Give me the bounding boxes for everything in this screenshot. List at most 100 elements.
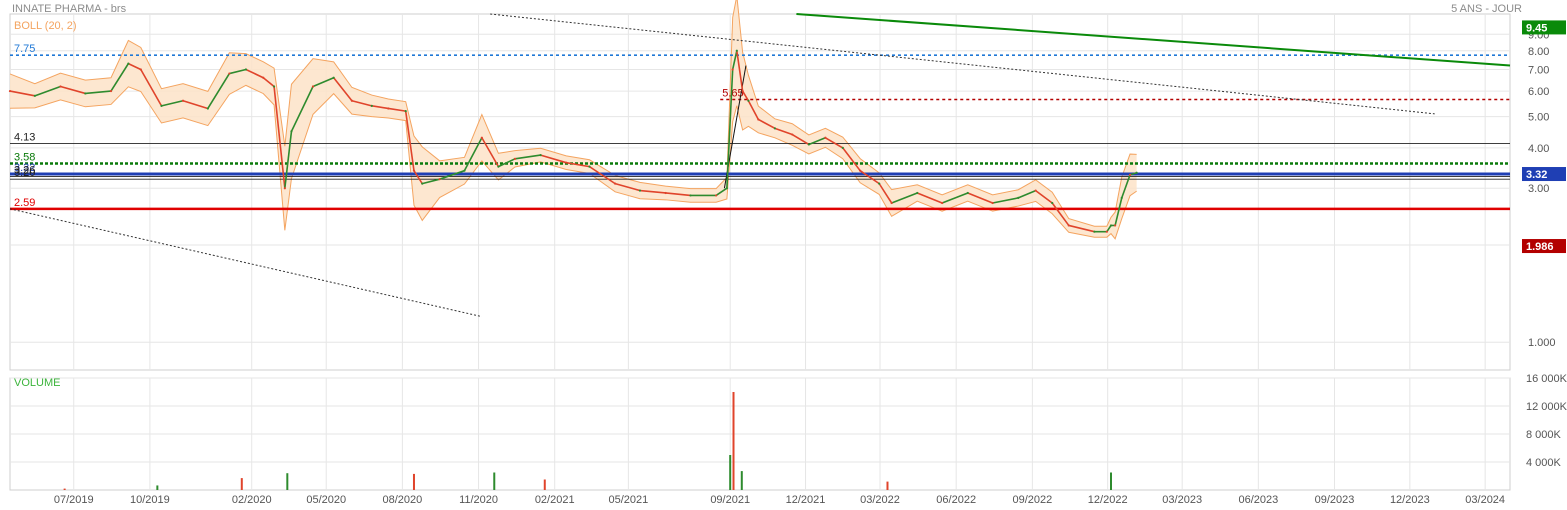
price-point [244, 68, 248, 71]
price-point [588, 165, 591, 168]
x-tick-label: 03/2024 [1465, 494, 1505, 506]
price-point [1120, 196, 1123, 199]
price-segment [514, 154, 541, 160]
y-tick-label: 4.00 [1528, 143, 1549, 155]
price-segment [229, 68, 247, 75]
price-segment [1017, 189, 1036, 199]
price-segment [1051, 202, 1070, 226]
price-point [290, 130, 293, 133]
x-tick-label: 09/2023 [1315, 494, 1355, 506]
price-segment [736, 50, 744, 92]
price-point [1067, 224, 1070, 227]
price-segment [85, 90, 112, 95]
volume-bar [286, 473, 289, 490]
price-point [84, 92, 87, 95]
price-segment [589, 165, 616, 185]
price-point [890, 201, 893, 205]
volume-bar [493, 472, 496, 490]
volume-bar [63, 488, 66, 490]
price-point [1051, 201, 1054, 205]
price-point [689, 194, 692, 197]
x-tick-label: 11/2020 [459, 494, 498, 506]
price-point [991, 201, 994, 205]
price-point [916, 191, 919, 195]
price-point [735, 49, 738, 52]
price-point [741, 89, 744, 93]
price-segment [207, 73, 231, 109]
price-point [283, 187, 286, 190]
price-segment [110, 63, 130, 92]
price-segment [333, 77, 353, 102]
price-segment [614, 182, 641, 192]
bollinger-band-fill [10, 0, 1137, 239]
price-point [404, 110, 407, 113]
price-point [127, 62, 130, 65]
price-point [1114, 224, 1117, 227]
price-segment [808, 137, 826, 146]
price-point [480, 136, 483, 139]
price-segment [284, 131, 293, 189]
price-point [539, 153, 542, 157]
price-segment [439, 169, 465, 180]
volume-y-tick-label: 12 000K [1526, 401, 1567, 413]
x-tick-label: 06/2023 [1238, 494, 1278, 506]
price-segment [791, 133, 810, 146]
price-point [791, 133, 794, 136]
trend-line-2 [796, 13, 1511, 67]
price-segment [774, 127, 793, 136]
price-point [565, 161, 568, 164]
price-point [966, 191, 969, 195]
price-segment [891, 192, 918, 204]
price-point [109, 89, 113, 93]
price-segment [540, 154, 567, 164]
price-segment [34, 85, 61, 97]
price-point [332, 76, 335, 79]
price-point [463, 169, 466, 172]
price-segment [481, 137, 500, 168]
price-segment [941, 192, 969, 204]
price-point [1128, 173, 1132, 176]
y-tick-label: 8.00 [1528, 46, 1549, 58]
price-point [747, 99, 750, 102]
y-tick-label: 5.00 [1528, 112, 1549, 124]
price-point [1034, 189, 1037, 192]
price-segment [1035, 189, 1053, 204]
price-panel-frame [9, 13, 1511, 371]
price-point [1109, 224, 1113, 227]
price-point [513, 157, 517, 160]
volume-label: VOLUME [14, 377, 60, 389]
volume-bar [740, 471, 743, 490]
price-segment [1114, 197, 1123, 226]
volume-bar [1109, 472, 1112, 490]
price-point [859, 169, 862, 172]
x-tick-label: 07/2019 [54, 494, 94, 506]
volume-bar [412, 473, 415, 490]
volume-y-tick-label: 4 000K [1526, 457, 1562, 469]
price-segment [182, 99, 209, 110]
volume-bar [729, 455, 732, 490]
x-tick-label: 12/2023 [1390, 494, 1430, 506]
price-tag-label-3.32: 3.32 [1526, 169, 1547, 181]
price-tag-3.32 [1522, 167, 1566, 182]
volume-bar [886, 481, 889, 490]
price-point [841, 146, 844, 150]
price-tag-label-1.986: 1.986 [1526, 241, 1554, 253]
price-segment [60, 85, 86, 95]
volume-bar [240, 478, 243, 490]
price-point [941, 201, 944, 205]
x-tick-label: 02/2020 [232, 494, 272, 506]
price-segment [128, 62, 142, 71]
x-tick-label: 08/2020 [383, 494, 423, 506]
price-point [412, 169, 416, 172]
price-segment [140, 69, 163, 107]
trend-line-1 [9, 208, 482, 318]
level-label-3.20: 3.20 [14, 167, 35, 179]
price-tag-label-9.45: 9.45 [1526, 22, 1547, 34]
price-point [757, 118, 760, 121]
price-segment [916, 192, 943, 204]
y-tick-label: 7.00 [1528, 64, 1549, 76]
x-tick-label: 05/2021 [608, 494, 648, 506]
price-point [438, 178, 441, 181]
